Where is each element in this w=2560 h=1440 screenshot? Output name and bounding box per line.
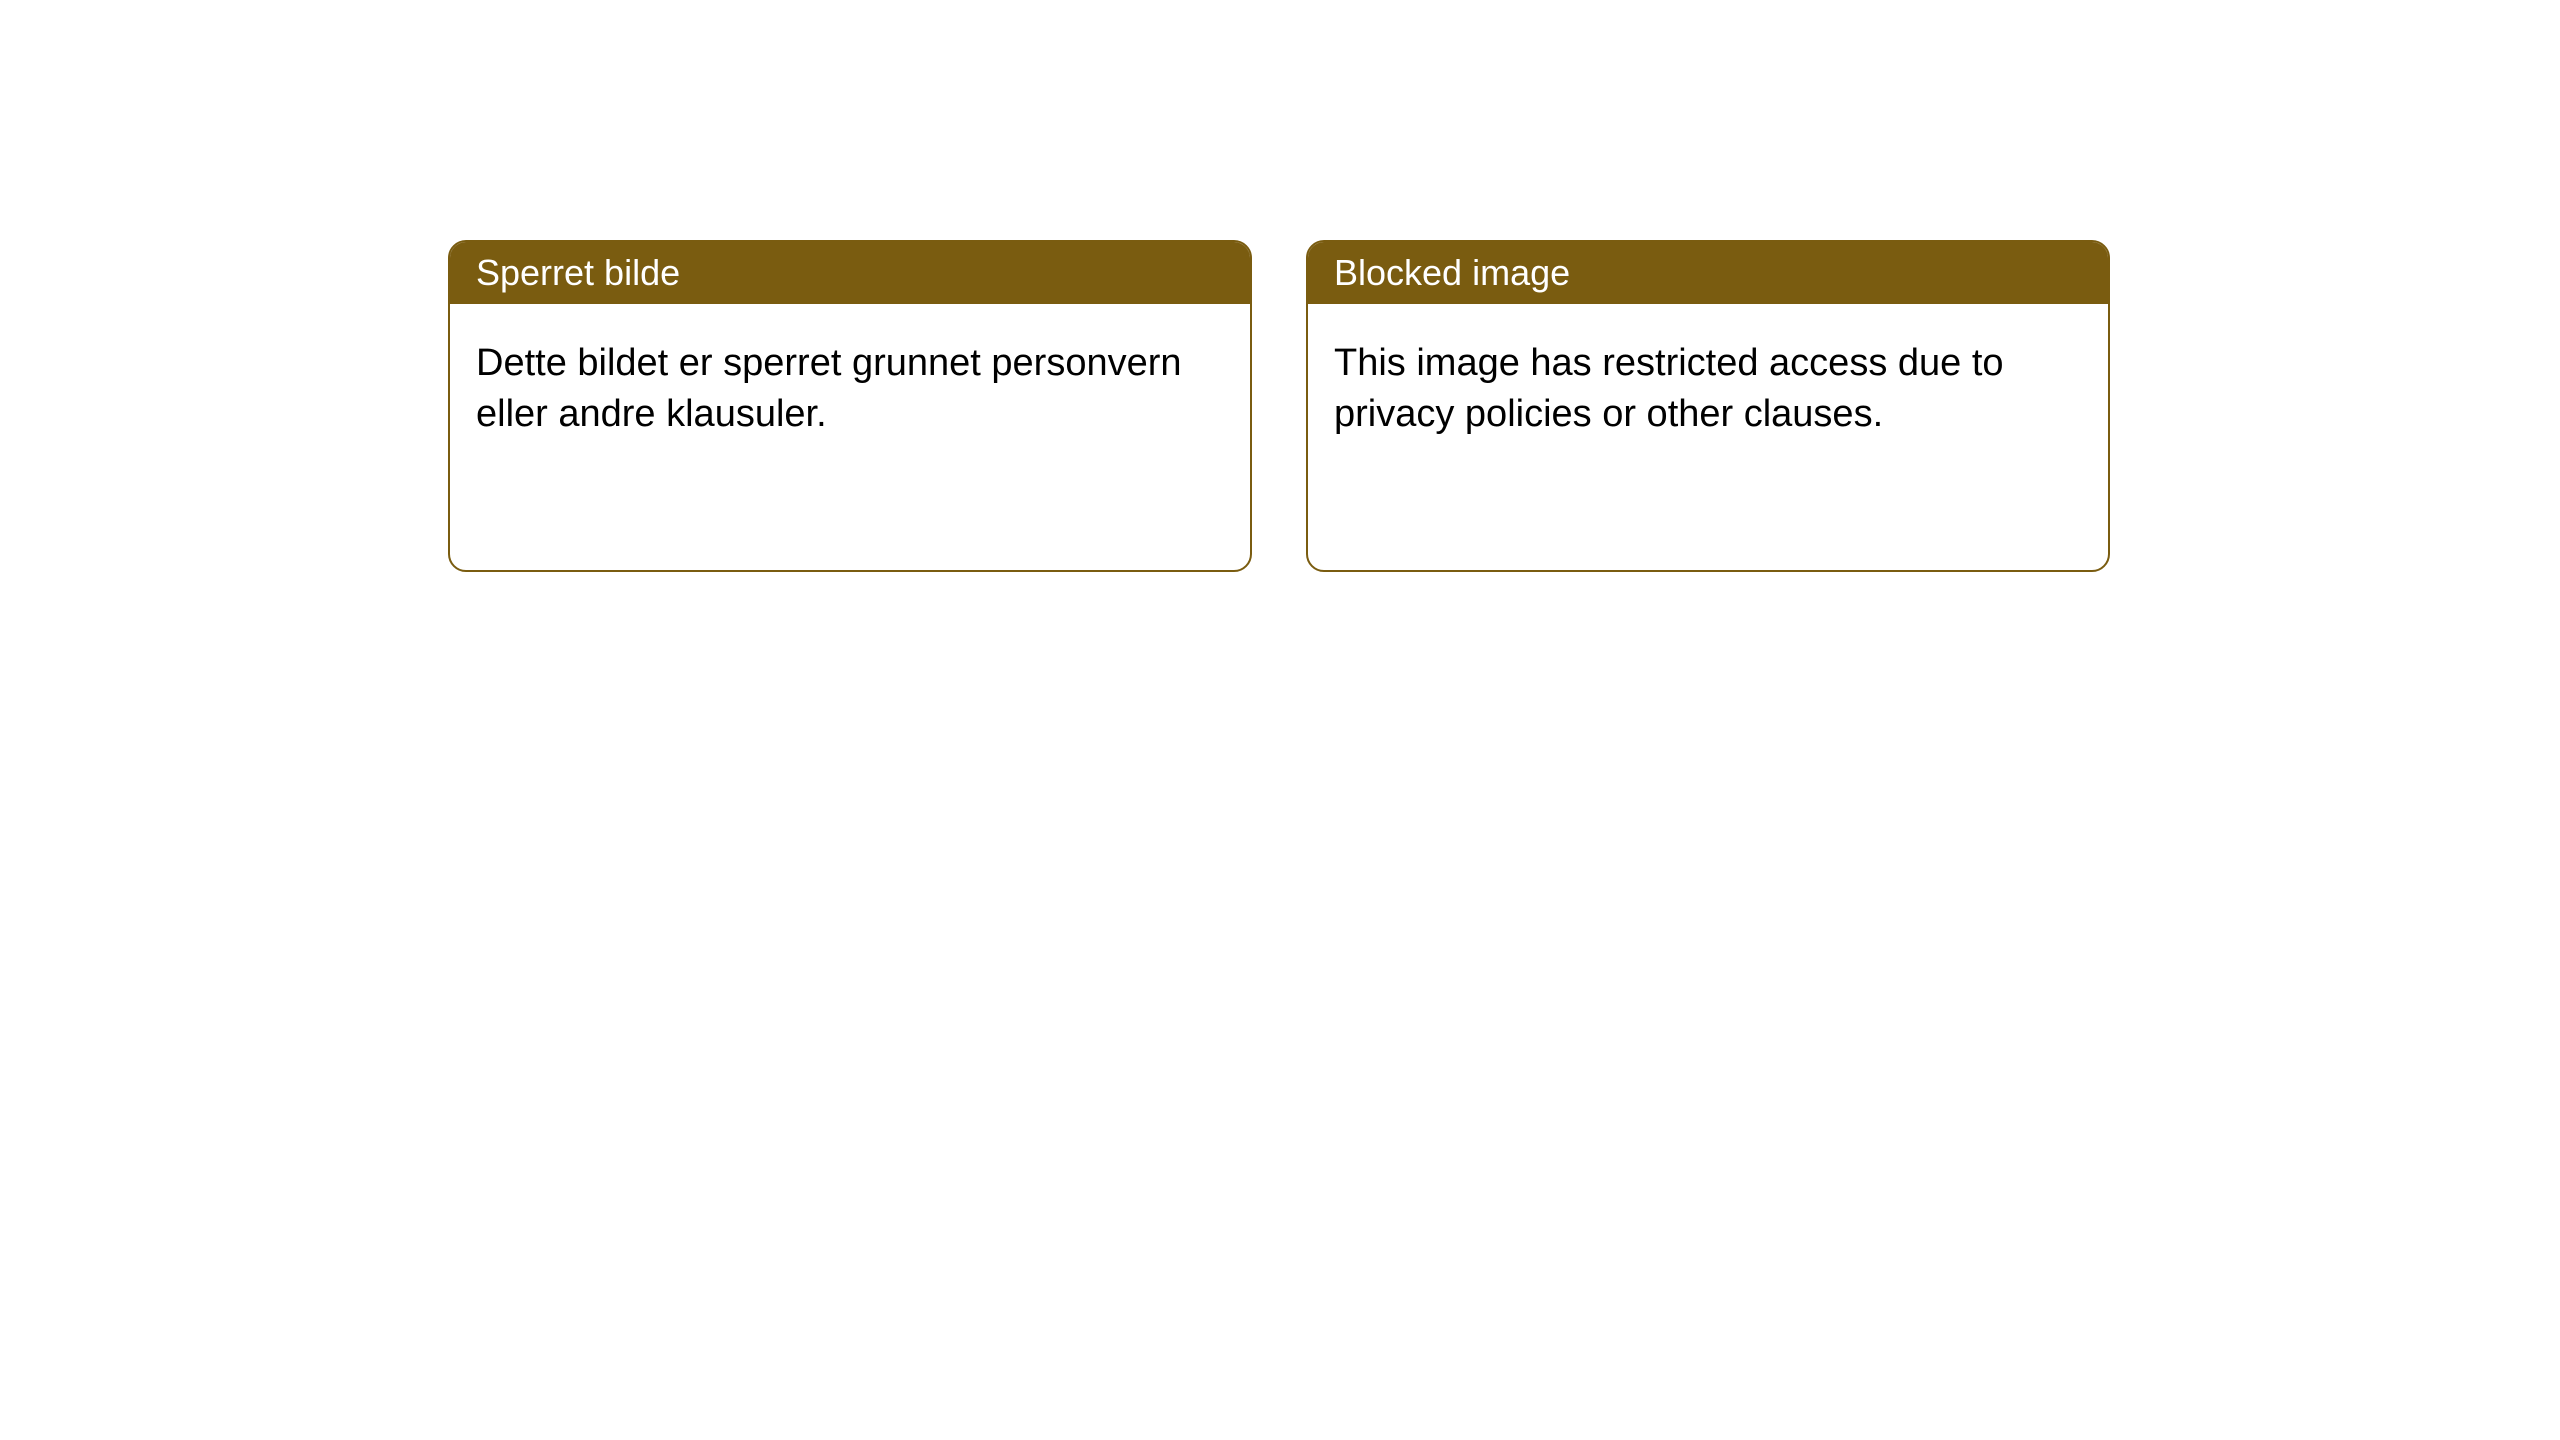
card-body-text: This image has restricted access due to … (1334, 342, 2004, 435)
card-title: Blocked image (1334, 252, 1570, 293)
notice-cards-container: Sperret bilde Dette bildet er sperret gr… (0, 0, 2560, 572)
notice-card-norwegian: Sperret bilde Dette bildet er sperret gr… (448, 240, 1252, 572)
card-header: Blocked image (1308, 242, 2108, 304)
notice-card-english: Blocked image This image has restricted … (1306, 240, 2110, 572)
card-body: Dette bildet er sperret grunnet personve… (450, 304, 1250, 475)
card-body: This image has restricted access due to … (1308, 304, 2108, 475)
card-title: Sperret bilde (476, 252, 680, 293)
card-body-text: Dette bildet er sperret grunnet personve… (476, 342, 1182, 435)
card-header: Sperret bilde (450, 242, 1250, 304)
